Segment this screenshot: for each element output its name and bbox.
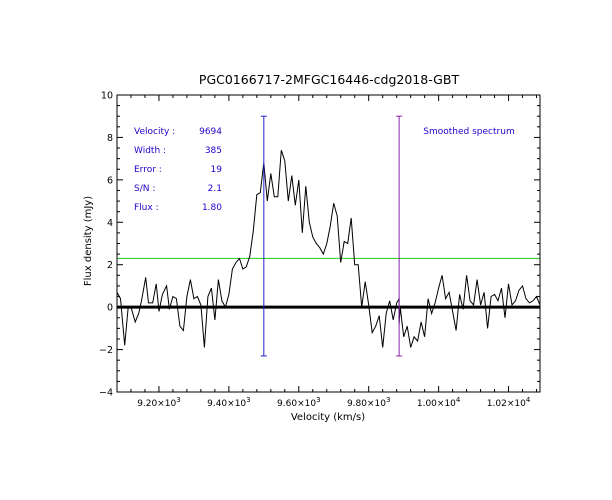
x-axis-label: Velocity (km/s) bbox=[291, 412, 365, 423]
y-tick-label: 10 bbox=[101, 91, 113, 102]
x-tick-mantissa: 9.80 bbox=[347, 399, 367, 409]
y-tick-label: −2 bbox=[99, 345, 113, 356]
x-tick-exponent: 4 bbox=[456, 396, 461, 404]
x-tick-mantissa: 9.20 bbox=[137, 399, 157, 409]
x-tick-times: ×10 bbox=[367, 399, 386, 409]
info-value: 19 bbox=[211, 165, 223, 175]
y-axis-label: Flux density (mJy) bbox=[83, 196, 94, 286]
x-tick-label: 9.20×103 bbox=[137, 396, 181, 409]
info-value: 1.80 bbox=[202, 203, 222, 213]
x-tick-mantissa: 1.00 bbox=[417, 399, 437, 409]
y-tick-label: 8 bbox=[107, 133, 113, 144]
x-tick-exponent: 3 bbox=[246, 396, 250, 404]
info-label: S/N : bbox=[134, 184, 155, 194]
info-label: Velocity : bbox=[134, 127, 175, 137]
x-tick-times: ×10 bbox=[437, 399, 456, 409]
x-tick-times: ×10 bbox=[297, 399, 316, 409]
x-tick-label: 9.40×103 bbox=[207, 396, 251, 409]
info-value: 2.1 bbox=[208, 184, 222, 194]
y-tick-label: −4 bbox=[99, 388, 113, 399]
plot-frame bbox=[116, 94, 541, 393]
spectrum-line bbox=[116, 150, 541, 348]
x-tick-mantissa: 9.40 bbox=[207, 399, 227, 409]
info-value: 9694 bbox=[199, 127, 222, 137]
chart-title: PGC0166717-2MFGC16446-cdg2018-GBT bbox=[199, 72, 460, 87]
info-label: Error : bbox=[134, 165, 162, 175]
plot-area bbox=[116, 115, 541, 357]
x-tick-exponent: 3 bbox=[386, 396, 390, 404]
y-tick-label: 2 bbox=[107, 260, 113, 271]
x-tick-exponent: 4 bbox=[526, 396, 531, 404]
x-tick-times: ×10 bbox=[507, 399, 526, 409]
info-label: Flux : bbox=[134, 203, 159, 213]
info-panel: Velocity : 9694 Width : 385 Error : 19 S/N : 2.… bbox=[134, 127, 515, 213]
y-tick-label: 0 bbox=[107, 303, 113, 314]
y-tick-label: 4 bbox=[107, 218, 113, 229]
x-tick-exponent: 3 bbox=[176, 396, 180, 404]
x-tick-label: 1.00×104 bbox=[417, 396, 461, 409]
x-tick-label: 9.80×103 bbox=[347, 396, 391, 409]
x-tick-label: 9.60×103 bbox=[277, 396, 321, 409]
x-tick-exponent: 3 bbox=[316, 396, 320, 404]
x-tick-mantissa: 9.60 bbox=[277, 399, 297, 409]
x-tick-times: ×10 bbox=[157, 399, 176, 409]
x-tick-times: ×10 bbox=[227, 399, 246, 409]
info-value: 385 bbox=[205, 146, 222, 156]
x-tick-mantissa: 1.02 bbox=[487, 399, 507, 409]
y-tick-label: 6 bbox=[107, 175, 113, 186]
info-label: Width : bbox=[134, 146, 166, 156]
legend-smoothed-spectrum: Smoothed spectrum bbox=[423, 127, 514, 137]
x-tick-label: 1.02×104 bbox=[487, 396, 531, 409]
